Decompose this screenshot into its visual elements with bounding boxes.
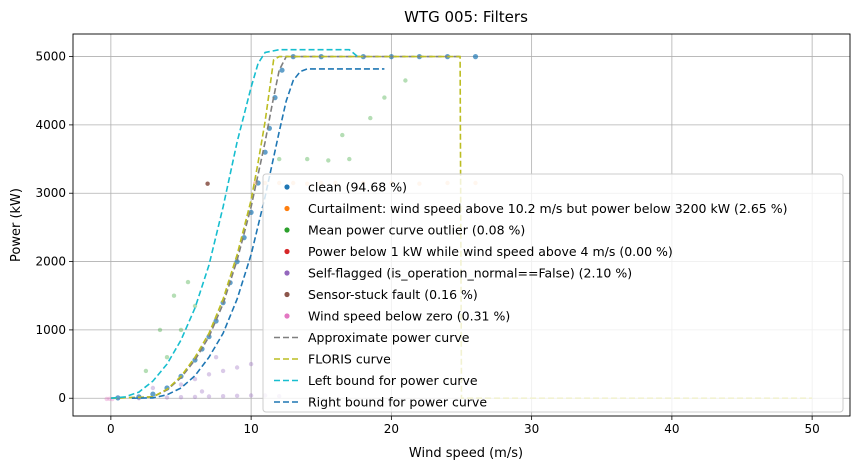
legend-swatch	[284, 313, 290, 319]
x-axis-label: Wind speed (m/s)	[409, 446, 523, 461]
y-tick-label: 3000	[35, 186, 66, 200]
legend-label: clean (94.68 %)	[308, 180, 407, 195]
legend-label: Right bound for power curve	[308, 395, 487, 410]
data-point-mean-power-curve-outlier-0-08	[382, 95, 387, 100]
data-point-self-flagged-is-operation-normal-false-2	[206, 394, 212, 399]
data-point-self-flagged-is-operation-normal-false-2	[178, 395, 184, 400]
legend-label: Left bound for power curve	[308, 373, 478, 388]
data-point-self-flagged-is-operation-normal-false-2	[248, 361, 254, 367]
data-point-self-flagged-is-operation-normal-false-2	[164, 395, 170, 400]
data-point-mean-power-curve-outlier-0-08	[403, 78, 408, 83]
data-point-wind-speed-below-zero-0-31	[107, 396, 112, 401]
y-tick-label: 0	[58, 391, 66, 405]
data-point-mean-power-curve-outlier-0-08	[277, 156, 282, 162]
legend-swatch	[284, 248, 290, 255]
data-point-self-flagged-is-operation-normal-false-2	[206, 372, 212, 377]
plot-area: 0 10 20 30 40 50 0 1000 2000 3000 4000 5000 clean (9…	[35, 33, 851, 436]
data-point-mean-power-curve-outlier-0-08	[185, 279, 191, 285]
legend-swatch	[284, 184, 290, 190]
series-line-left-bound-for-power-curve	[110, 48, 359, 399]
data-point-mean-power-curve-outlier-0-08	[305, 156, 310, 162]
legend-swatch	[284, 227, 290, 233]
y-tick-label: 4000	[35, 118, 66, 132]
x-tick-label: 0	[107, 422, 115, 436]
x-tick-label: 40	[664, 422, 679, 436]
data-point-clean-94-68	[115, 395, 121, 401]
data-point-self-flagged-is-operation-normal-false-2	[220, 368, 226, 374]
data-point-self-flagged-is-operation-normal-false-2	[234, 393, 240, 398]
legend-swatch	[284, 270, 290, 276]
legend-label: FLORIS curve	[308, 352, 391, 367]
legend-label: Wind speed below zero (0.31 %)	[308, 309, 510, 324]
data-point-self-flagged-is-operation-normal-false-2	[192, 394, 198, 400]
data-point-self-flagged-is-operation-normal-false-2	[199, 389, 205, 394]
data-point-mean-power-curve-outlier-0-08	[164, 355, 170, 360]
data-point-clean-94-68	[279, 67, 285, 73]
plot-frame	[72, 33, 851, 417]
y-axis-label: Power (kW)	[9, 188, 24, 262]
data-point-clean-94-68	[360, 54, 366, 60]
data-point-self-flagged-is-operation-normal-false-2	[220, 394, 226, 399]
data-point-self-flagged-is-operation-normal-false-2	[150, 385, 156, 391]
x-tick-label: 10	[243, 422, 258, 436]
data-point-clean-94-68	[150, 391, 156, 397]
data-point-mean-power-curve-outlier-0-08	[143, 368, 149, 374]
legend-box	[262, 173, 844, 413]
series-line-right-bound-for-power-curve	[131, 68, 385, 399]
legend-label: Mean power curve outlier (0.08 %)	[308, 223, 525, 238]
chart-title: WTG 005: Filters	[404, 8, 528, 26]
data-point-clean-94-68	[213, 318, 219, 324]
y-tick-label: 2000	[35, 255, 66, 269]
legend-label: Self-flagged (is_operation_normal==False…	[308, 266, 632, 281]
data-point-self-flagged-is-operation-normal-false-2	[213, 355, 219, 360]
data-point-mean-power-curve-outlier-0-08	[157, 327, 163, 333]
x-tick-label: 30	[524, 422, 539, 436]
data-point-mean-power-curve-outlier-0-08	[178, 327, 184, 333]
legend-swatch	[284, 291, 290, 298]
legend: clean (94.68 %) Curtailment: wind speed a…	[262, 173, 844, 413]
legend-label: Sensor-stuck fault (0.16 %)	[308, 287, 478, 302]
data-point-mean-power-curve-outlier-0-08	[192, 303, 198, 309]
data-point-mean-power-curve-outlier-0-08	[340, 132, 345, 138]
data-point-self-flagged-is-operation-normal-false-2	[234, 365, 240, 370]
data-point-self-flagged-is-operation-normal-false-2	[248, 393, 254, 398]
data-point-sensor-stuck-fault-0-16	[205, 181, 210, 186]
legend-label: Approximate power curve	[308, 330, 470, 345]
y-tick-label: 1000	[35, 323, 66, 337]
legend-label: Power below 1 kW while wind speed above …	[308, 244, 673, 259]
data-point-mean-power-curve-outlier-0-08	[347, 156, 352, 162]
data-point-mean-power-curve-outlier-0-08	[171, 293, 177, 298]
y-tick-label: 5000	[35, 50, 66, 64]
data-point-wind-speed-below-zero-0-31	[104, 396, 109, 402]
series-line-approximate-power-curve	[110, 55, 462, 399]
data-point-self-flagged-is-operation-normal-false-2	[178, 382, 184, 387]
series-line-floris-curve	[110, 55, 813, 400]
data-point-mean-power-curve-outlier-0-08	[368, 115, 373, 121]
data-point-mean-power-curve-outlier-0-08	[326, 158, 331, 163]
legend-label: Curtailment: wind speed above 10.2 m/s b…	[308, 201, 788, 216]
x-tick-label: 50	[804, 422, 819, 436]
x-tick-label: 20	[384, 422, 399, 436]
data-point-self-flagged-is-operation-normal-false-2	[192, 376, 198, 382]
legend-swatch	[284, 205, 290, 212]
data-point-clean-94-68	[234, 259, 240, 265]
data-point-clean-94-68	[472, 54, 479, 60]
